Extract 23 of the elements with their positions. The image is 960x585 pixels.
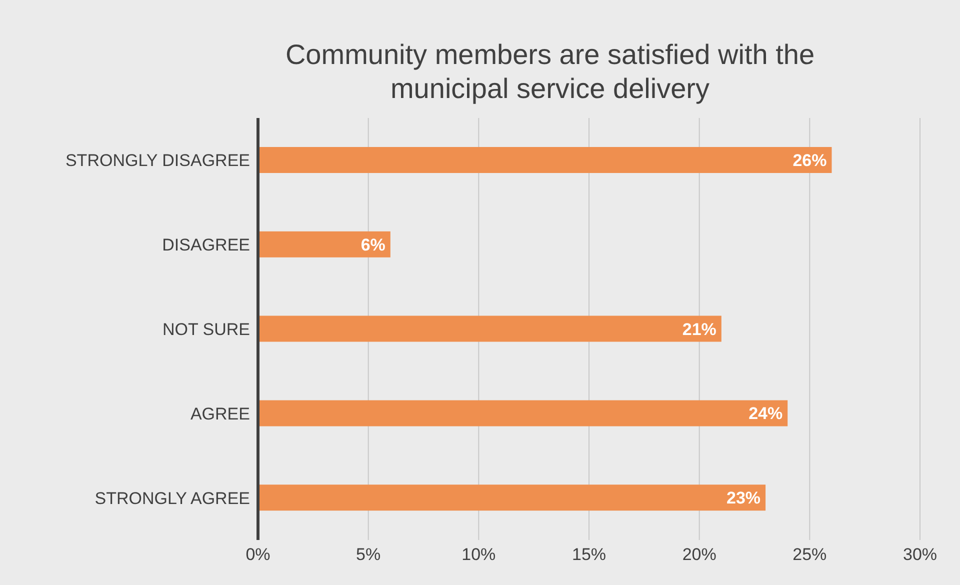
x-tick-label: 0% — [246, 545, 270, 564]
x-tick-label: 20% — [682, 545, 716, 564]
y-tick-label: DISAGREE — [162, 236, 250, 255]
bar — [258, 231, 390, 258]
bar — [258, 316, 722, 342]
bar — [258, 484, 766, 511]
y-tick-label: STRONGLY AGREE — [94, 488, 250, 508]
data-label: 23% — [726, 488, 761, 508]
bar — [258, 400, 788, 426]
x-tick-label: 15% — [572, 545, 606, 564]
data-label: 24% — [748, 404, 783, 424]
y-tick-label: NOT SURE — [162, 320, 250, 340]
bar — [258, 147, 832, 173]
y-tick-label: STRONGLY DISAGREE — [65, 151, 250, 170]
data-label: 21% — [682, 320, 716, 339]
x-tick-label: 10% — [462, 545, 496, 564]
y-tick-label: AGREE — [190, 404, 250, 424]
x-tick-label: 25% — [792, 545, 827, 564]
x-tick-label: 5% — [356, 545, 381, 564]
chart-title: Community members are satisfied with the municipal service delivery — [284, 38, 816, 106]
data-label: 6% — [360, 235, 386, 254]
data-label: 26% — [792, 151, 827, 170]
x-tick-label: 30% — [902, 545, 938, 564]
